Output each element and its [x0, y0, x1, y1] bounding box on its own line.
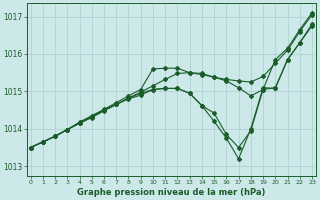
X-axis label: Graphe pression niveau de la mer (hPa): Graphe pression niveau de la mer (hPa)	[77, 188, 266, 197]
